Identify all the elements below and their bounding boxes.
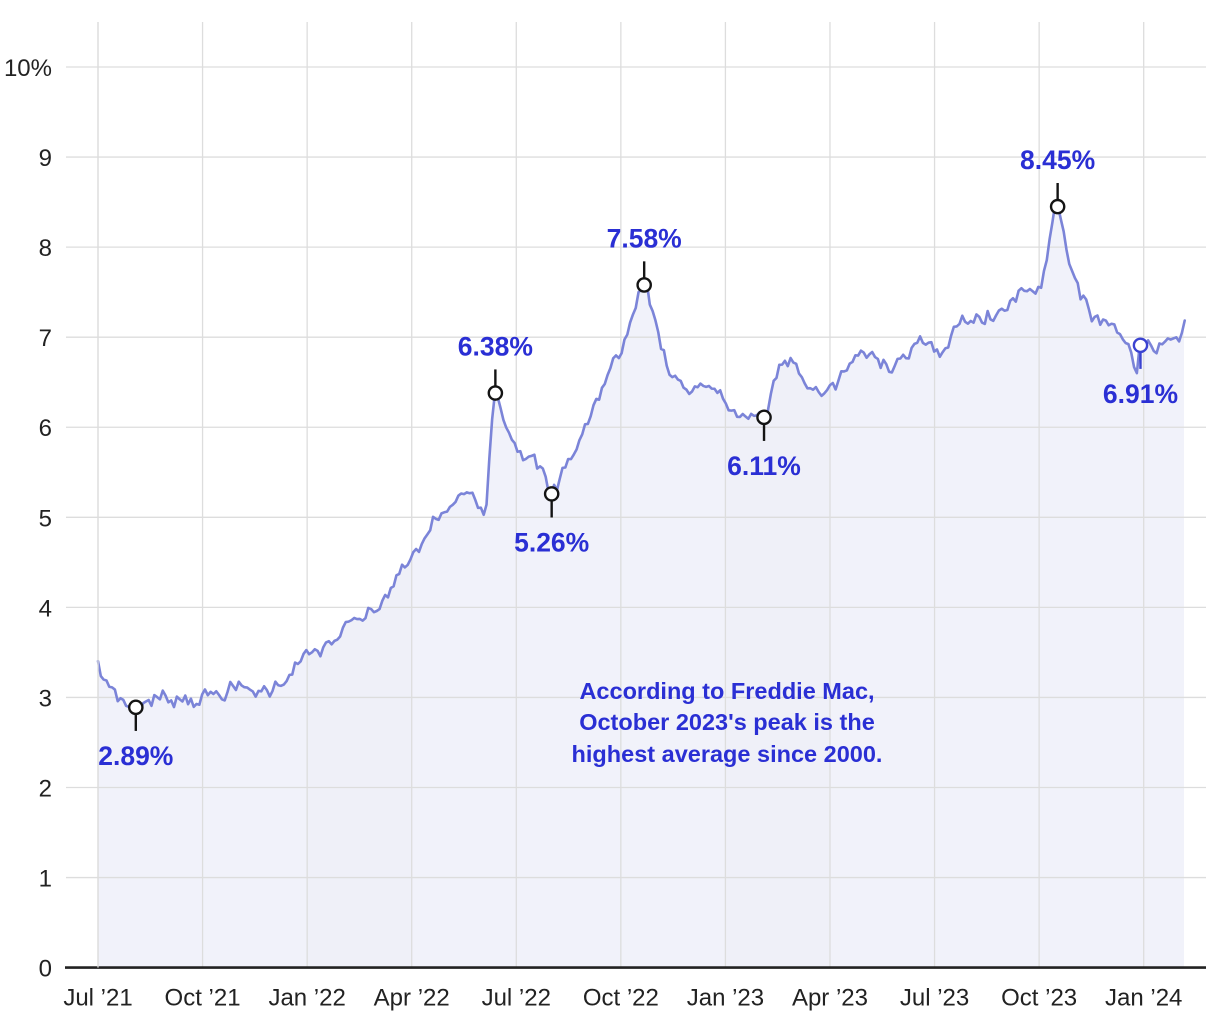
svg-text:5: 5 bbox=[39, 505, 52, 532]
svg-text:Jan ’23: Jan ’23 bbox=[687, 985, 764, 1012]
svg-text:7: 7 bbox=[39, 325, 52, 352]
svg-text:10%: 10% bbox=[4, 55, 52, 82]
svg-text:Apr ’22: Apr ’22 bbox=[374, 985, 450, 1012]
svg-text:6: 6 bbox=[39, 415, 52, 442]
svg-text:Oct ’22: Oct ’22 bbox=[583, 985, 659, 1012]
svg-text:8: 8 bbox=[39, 235, 52, 262]
svg-text:Oct ’23: Oct ’23 bbox=[1001, 985, 1077, 1012]
svg-text:Jul ’23: Jul ’23 bbox=[900, 985, 969, 1012]
svg-text:Oct ’21: Oct ’21 bbox=[165, 985, 241, 1012]
svg-text:5.26%: 5.26% bbox=[514, 527, 589, 557]
svg-text:2: 2 bbox=[39, 775, 52, 802]
svg-text:Jan ’22: Jan ’22 bbox=[268, 985, 345, 1012]
svg-text:6.38%: 6.38% bbox=[458, 331, 533, 361]
svg-text:3: 3 bbox=[39, 685, 52, 712]
svg-text:4: 4 bbox=[39, 595, 52, 622]
svg-text:8.45%: 8.45% bbox=[1020, 145, 1095, 175]
svg-text:6.11%: 6.11% bbox=[727, 451, 801, 481]
svg-text:2.89%: 2.89% bbox=[98, 741, 173, 771]
svg-text:Jul ’22: Jul ’22 bbox=[482, 985, 551, 1012]
svg-text:Apr ’23: Apr ’23 bbox=[792, 985, 868, 1012]
svg-text:1: 1 bbox=[39, 866, 52, 893]
svg-text:7.58%: 7.58% bbox=[607, 223, 682, 253]
svg-text:0: 0 bbox=[39, 956, 52, 983]
svg-text:6.91%: 6.91% bbox=[1103, 379, 1178, 409]
svg-text:Jan ’24: Jan ’24 bbox=[1105, 985, 1182, 1012]
svg-text:highest average since 2000.: highest average since 2000. bbox=[572, 741, 883, 767]
svg-text:October 2023's peak is the: October 2023's peak is the bbox=[579, 709, 875, 735]
svg-text:9: 9 bbox=[39, 145, 52, 172]
svg-text:Jul ’21: Jul ’21 bbox=[63, 985, 132, 1012]
svg-text:According to Freddie Mac,: According to Freddie Mac, bbox=[579, 678, 874, 704]
